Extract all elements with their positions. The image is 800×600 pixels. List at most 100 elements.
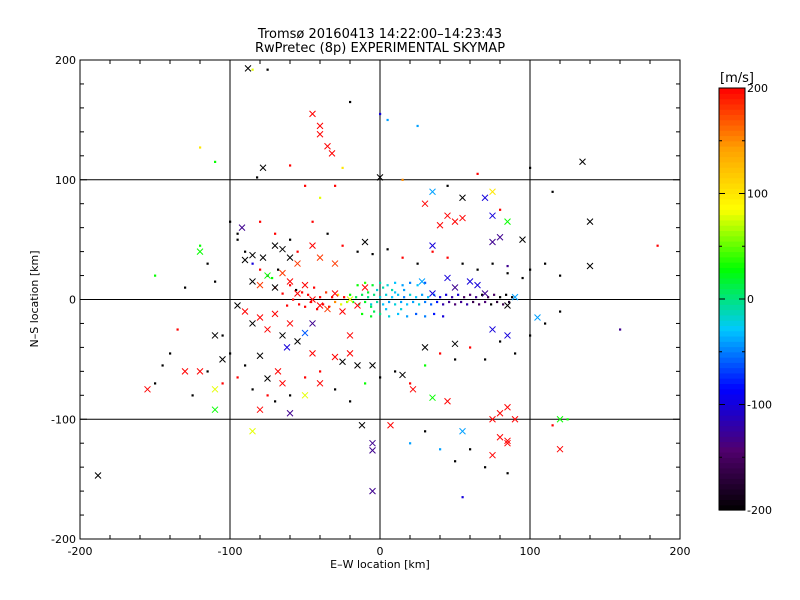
data-point-dot: [451, 296, 454, 299]
data-point-dot: [191, 394, 194, 397]
colorbar-segment: [719, 88, 745, 94]
data-point-dot: [487, 296, 490, 299]
colorbar-segment: [719, 488, 745, 495]
data-point-cross: [211, 406, 219, 414]
colorbar-segment: [719, 177, 745, 184]
data-point-dot: [154, 274, 157, 277]
data-point-dot: [356, 284, 359, 287]
data-point-dot: [446, 184, 449, 187]
colorbar-segment: [719, 146, 745, 152]
data-point-dot: [499, 340, 502, 343]
data-point-dot: [619, 328, 622, 331]
data-point-cross: [283, 344, 291, 351]
data-point-dot: [319, 370, 322, 373]
data-point-cross: [309, 320, 316, 327]
data-point-dot: [385, 293, 388, 296]
data-point-dot: [551, 190, 554, 193]
data-point-dot: [221, 382, 224, 385]
data-point-cross: [331, 353, 339, 361]
colorbar-segment: [719, 299, 745, 305]
colorbar-segment: [719, 325, 745, 332]
colorbar-segment: [719, 214, 745, 221]
data-point-dot: [266, 68, 269, 71]
data-point-cross: [309, 110, 316, 118]
data-point-dot: [316, 308, 319, 311]
colorbar-segment: [719, 499, 745, 506]
data-point-dot: [356, 250, 359, 253]
colorbar-segment: [719, 198, 745, 205]
data-point-cross: [286, 254, 294, 261]
colorbar-segment: [719, 504, 745, 511]
data-point-dot: [439, 352, 442, 355]
data-point-cross: [219, 356, 226, 363]
data-point-cross: [196, 367, 204, 375]
data-point-cross: [361, 284, 369, 291]
data-point-cross: [249, 278, 256, 285]
colorbar-segment: [719, 225, 745, 232]
data-point-dot: [199, 146, 202, 149]
data-point-cross: [444, 212, 451, 220]
data-point-dot: [274, 400, 277, 403]
data-point-dot: [401, 284, 404, 287]
data-point-dot: [341, 166, 344, 169]
data-point-cross: [324, 305, 331, 313]
data-point-cross: [421, 344, 429, 351]
data-point-dot: [307, 293, 310, 296]
data-point-cross: [309, 296, 316, 303]
data-point-cross: [328, 150, 336, 157]
data-point-cross: [331, 260, 339, 267]
data-point-cross: [316, 254, 324, 261]
data-point-cross: [316, 302, 324, 309]
data-point-dot: [386, 248, 389, 251]
colorbar-segment: [719, 309, 745, 316]
data-point-cross: [274, 367, 282, 375]
colorbar-tick-label: -200: [747, 504, 772, 517]
data-point-dot: [484, 300, 487, 304]
data-point-cross: [496, 433, 504, 441]
data-point-dot: [506, 264, 509, 268]
data-point-dot: [281, 292, 284, 295]
data-point-dot: [424, 364, 427, 367]
x-tick-label: 200: [670, 545, 691, 558]
data-point-cross: [294, 290, 301, 297]
data-point-dot: [370, 305, 373, 308]
data-point-dot: [529, 166, 532, 169]
data-point-dot: [301, 291, 304, 294]
data-point-cross: [504, 439, 511, 447]
data-point-cross: [316, 122, 324, 130]
data-point-dot: [394, 370, 397, 373]
data-point-dot: [484, 466, 487, 469]
colorbar-segment: [719, 304, 745, 311]
data-point-cross: [309, 350, 316, 357]
data-point-cross: [504, 302, 511, 309]
colorbar: 200 100 0 -100 -200: [718, 82, 772, 517]
data-point-cross: [264, 326, 271, 333]
data-point-cross: [451, 340, 459, 348]
colorbar-segment: [719, 320, 745, 326]
colorbar-segment: [719, 367, 745, 374]
data-point-cross: [459, 194, 466, 202]
data-point-dot: [406, 315, 409, 318]
data-point-dot: [416, 262, 419, 265]
data-point-cross: [459, 214, 466, 222]
colorbar-segment: [719, 93, 745, 100]
colorbar-segment: [719, 256, 745, 263]
data-point-cross: [301, 329, 309, 337]
colorbar-label: [m/s]: [720, 71, 754, 86]
data-point-dot: [295, 288, 298, 292]
data-point-dot: [431, 250, 434, 253]
data-point-dot: [364, 281, 367, 284]
x-tick-label: -100: [218, 545, 243, 558]
y-tick-label: 0: [69, 294, 76, 307]
colorbar-segment: [719, 240, 745, 247]
data-point-dot: [493, 293, 496, 296]
data-point-cross: [279, 379, 286, 387]
data-point-dot: [457, 293, 460, 296]
data-point-dot: [475, 296, 478, 299]
colorbar-segment: [719, 272, 745, 279]
data-point-cross: [259, 254, 267, 261]
data-point-dot: [415, 312, 418, 316]
colorbar-segment: [719, 399, 745, 406]
colorbar-segment: [719, 109, 745, 115]
data-point-dot: [409, 442, 412, 445]
